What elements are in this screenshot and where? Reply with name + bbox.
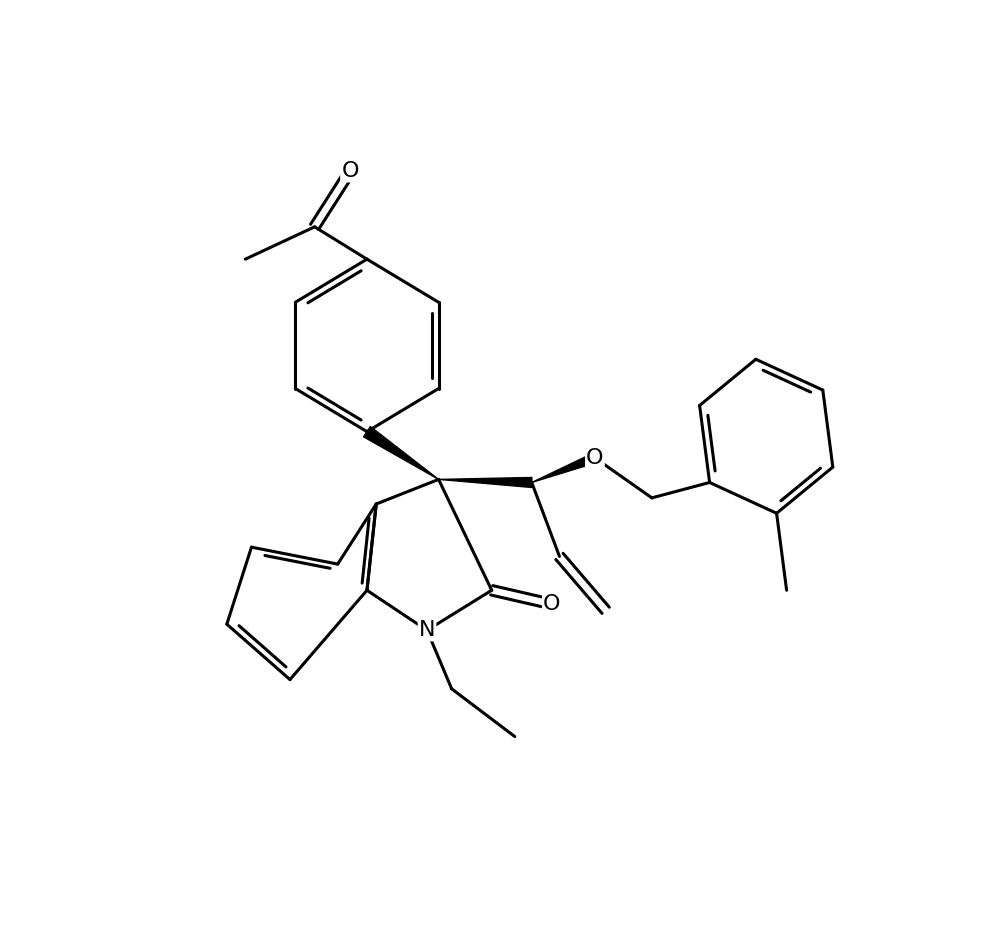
Text: O: O bbox=[341, 161, 359, 182]
Polygon shape bbox=[532, 454, 597, 482]
Polygon shape bbox=[439, 477, 532, 488]
Text: O: O bbox=[586, 448, 604, 468]
Polygon shape bbox=[363, 426, 439, 479]
Text: N: N bbox=[418, 620, 436, 640]
Text: O: O bbox=[543, 594, 560, 615]
